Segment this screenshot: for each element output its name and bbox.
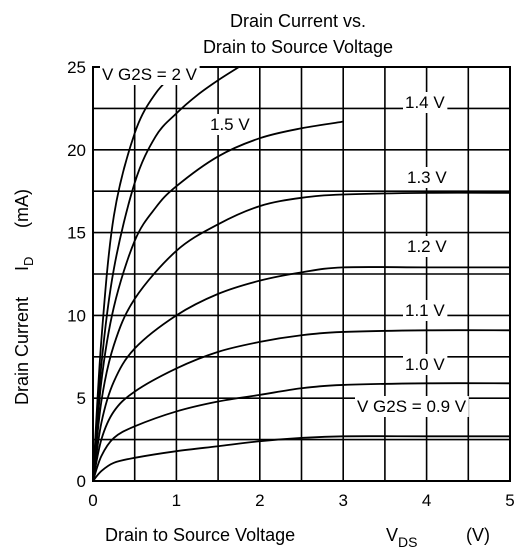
series-line-5 xyxy=(93,120,344,481)
curve-label-text: V G2S = 2 V xyxy=(102,65,198,84)
curve-label-text: 1.2 V xyxy=(407,237,447,256)
curve-label-text: V G2S = 0.9 V xyxy=(357,397,467,416)
curve-label-text: 1.0 V xyxy=(405,355,445,374)
y-tick-label: 0 xyxy=(77,472,86,491)
y-axis-symbol: ID xyxy=(12,257,36,271)
curve-labels: V G2S = 0.9 V 1.0 V 1.1 V 1.2 V 1.3 V 1.4 V 1.… xyxy=(100,64,469,417)
y-tick-label: 5 xyxy=(77,389,86,408)
curve-label-5: 1.4 V xyxy=(403,92,448,113)
curve-label-text: 1.4 V xyxy=(405,93,445,112)
x-axis-label: Drain to Source Voltage xyxy=(105,525,295,545)
curve-label-text: 1.5 V xyxy=(210,115,250,134)
y-axis-label-group: Drain Current ID (mA) xyxy=(12,189,36,405)
chart-title-line-1: Drain Current vs. xyxy=(230,11,366,31)
series-line-4 xyxy=(93,191,510,481)
series-line-2 xyxy=(93,329,510,481)
x-axis-symbol: VDS xyxy=(386,525,417,550)
y-tick-label: 25 xyxy=(67,58,86,77)
curves xyxy=(93,67,510,481)
series-line-1 xyxy=(93,382,510,481)
series-line-6 xyxy=(93,67,240,481)
x-tick-label: 3 xyxy=(338,491,347,510)
series-line-3 xyxy=(93,266,510,481)
tick-labels: 0 1 2 3 4 5 0 5 10 15 20 25 xyxy=(67,58,515,510)
curve-label-0: V G2S = 0.9 V xyxy=(355,396,469,417)
curve-label-text: 1.3 V xyxy=(407,168,447,187)
plot-frame xyxy=(92,66,511,482)
curve-label-6: 1.5 V xyxy=(208,114,253,135)
curve-label-1: 1.0 V xyxy=(403,354,448,375)
x-tick-label: 4 xyxy=(422,491,431,510)
x-tick-label: 2 xyxy=(255,491,264,510)
y-axis-unit: (mA) xyxy=(12,189,32,228)
series-line-0 xyxy=(93,435,510,481)
curve-label-text: 1.1 V xyxy=(405,301,445,320)
curve-label-4: 1.3 V xyxy=(405,167,450,188)
y-tick-label: 15 xyxy=(67,224,86,243)
curve-label-2: 1.1 V xyxy=(403,300,448,321)
y-tick-label: 20 xyxy=(67,141,86,160)
curve-label-3: 1.2 V xyxy=(405,236,450,257)
x-axis-unit: (V) xyxy=(466,525,490,545)
y-axis-label: Drain Current xyxy=(12,297,32,405)
x-tick-label: 0 xyxy=(88,491,97,510)
x-tick-label: 1 xyxy=(172,491,181,510)
y-tick-label: 10 xyxy=(67,306,86,325)
curve-label-7: V G2S = 2 V xyxy=(100,64,200,85)
x-tick-label: 5 xyxy=(505,491,514,510)
chart-title-line-2: Drain to Source Voltage xyxy=(203,37,393,57)
plot-border xyxy=(92,66,511,482)
